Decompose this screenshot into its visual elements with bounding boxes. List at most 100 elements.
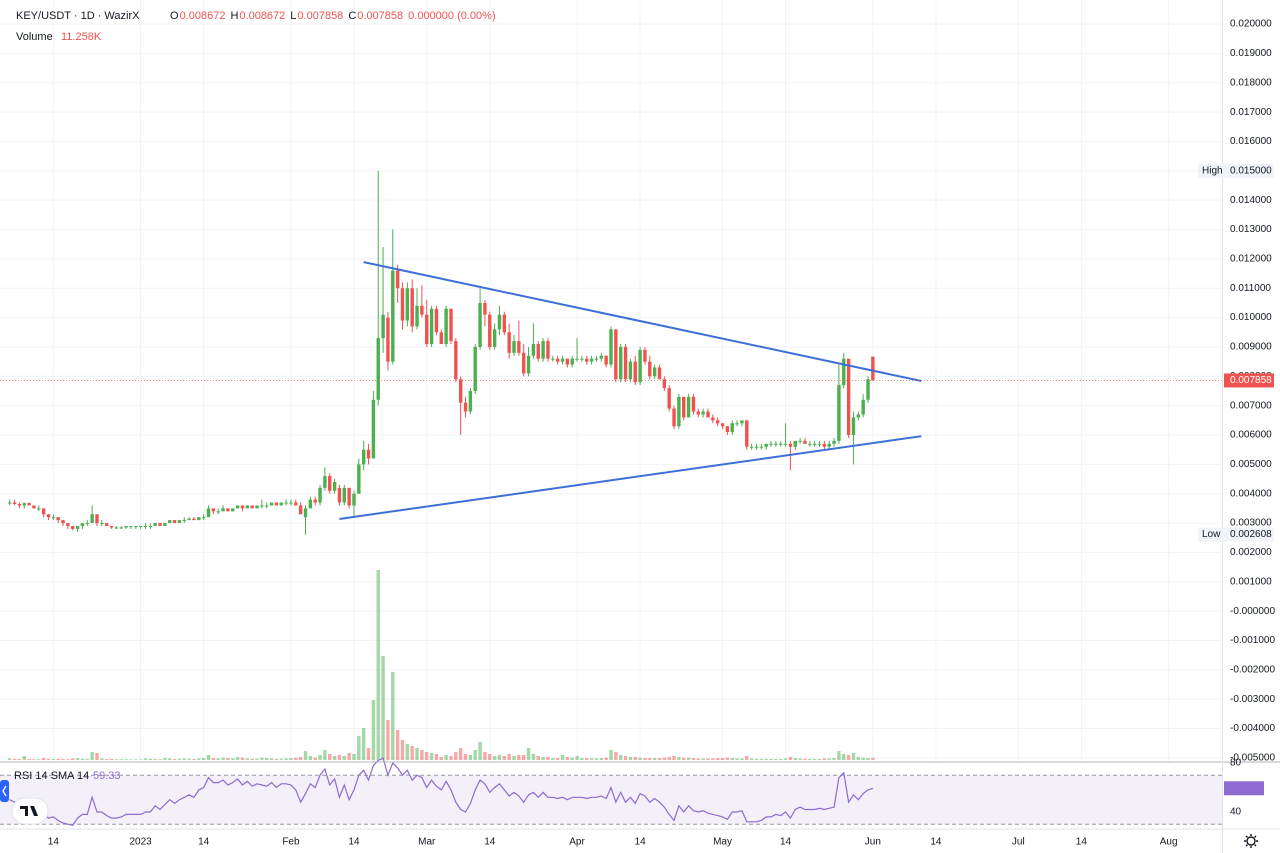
settings-button[interactable] (1244, 834, 1258, 848)
volume-bar (221, 757, 225, 760)
volume-bar (56, 758, 60, 760)
candle-body (32, 505, 36, 509)
candle-body (628, 361, 633, 380)
candle-body (483, 302, 487, 315)
candle-body (342, 487, 346, 503)
high-value: 0.015000 (1230, 165, 1272, 176)
volume-bar (90, 752, 94, 760)
candle-body (536, 344, 540, 359)
candle-body (832, 440, 836, 444)
candle-body (604, 355, 608, 365)
y-tick-label: 0.020000 (1230, 19, 1272, 30)
candle-body (148, 526, 153, 528)
candle-body (672, 408, 676, 427)
y-tick-label: 0.007000 (1230, 400, 1272, 411)
volume-bar (633, 757, 637, 760)
volume-bar (667, 757, 671, 760)
rsi-tick-label: 80 (1230, 758, 1242, 769)
volume-bar (27, 759, 31, 760)
volume-bar (95, 753, 99, 760)
candle-body (206, 508, 211, 518)
low-tag (1198, 527, 1274, 542)
volume-bar (817, 759, 822, 760)
volume-bar (454, 752, 458, 760)
candle-body (289, 502, 293, 504)
candle-body (337, 487, 342, 503)
volume-bar (812, 759, 817, 760)
candle-body (182, 520, 186, 522)
volume-bar (265, 758, 269, 760)
candle-body (124, 526, 128, 528)
volume-bar (754, 758, 759, 760)
volume-bar (61, 759, 65, 760)
candle-body (827, 443, 831, 447)
collapse-button[interactable] (0, 780, 9, 802)
volume-bar (512, 756, 516, 760)
volume-bar (328, 754, 332, 760)
y-tick-label: 0.010000 (1230, 312, 1272, 323)
volume-bar (856, 757, 861, 760)
volume-bar (808, 759, 812, 760)
volume-bar (614, 752, 618, 760)
last-price-label: 0.007858 (1230, 375, 1272, 386)
candle-body (531, 344, 536, 356)
volume-bar (240, 757, 245, 760)
candle-body (594, 358, 599, 360)
candle-body (308, 499, 313, 509)
candle-body (75, 526, 80, 529)
candle-body (783, 443, 788, 445)
rsi-last-tag (1224, 781, 1264, 796)
candle-body (187, 518, 191, 521)
candle-body (565, 358, 570, 365)
volume-bar (536, 756, 540, 760)
volume-bar (575, 756, 579, 760)
x-tick-label: 2023 (130, 837, 153, 848)
candle-body (570, 358, 574, 365)
candle-body (425, 314, 429, 345)
volume-bar (439, 757, 443, 760)
volume-bar (866, 758, 870, 760)
candle-body (779, 443, 783, 445)
y-tick-label: 0.001000 (1230, 576, 1272, 587)
volume-bar (720, 758, 725, 760)
candle-body (488, 314, 492, 347)
candle-body (371, 399, 376, 459)
volume-bar (284, 758, 288, 760)
candle-body (400, 288, 405, 321)
volume-bar (352, 754, 356, 760)
candle-body (347, 487, 351, 506)
candle-body (163, 523, 167, 527)
readout-key: L (290, 10, 296, 22)
volume-bar (182, 758, 186, 760)
candle-body (730, 423, 734, 433)
candle-body (27, 503, 31, 506)
candle-body (754, 446, 759, 448)
candle-body (294, 502, 298, 506)
x-tick-label: 14 (48, 837, 60, 848)
candle-body (715, 420, 720, 424)
candle-body (158, 523, 162, 527)
volume-bar (458, 748, 463, 760)
volume-bar (168, 758, 172, 760)
candle-body (279, 502, 283, 506)
volume-bar (526, 748, 531, 760)
volume-bar (449, 756, 453, 760)
volume-bar (851, 753, 856, 760)
candle-body (449, 308, 453, 342)
candle-body (837, 385, 841, 441)
volume-bar (672, 756, 676, 760)
candle-body (478, 302, 482, 347)
volume-bar (580, 758, 584, 760)
candle-body (231, 508, 235, 512)
volume-bar (783, 758, 788, 760)
volume-bar (420, 750, 424, 760)
candle-body (871, 356, 875, 381)
logo-badge[interactable] (11, 797, 49, 825)
y-tick-label: 0.014000 (1230, 195, 1272, 206)
volume-bar (66, 759, 70, 760)
candle-body (381, 314, 385, 339)
volume-bar (502, 756, 507, 760)
volume-title: Volume (16, 31, 53, 43)
candle-body (454, 341, 458, 380)
